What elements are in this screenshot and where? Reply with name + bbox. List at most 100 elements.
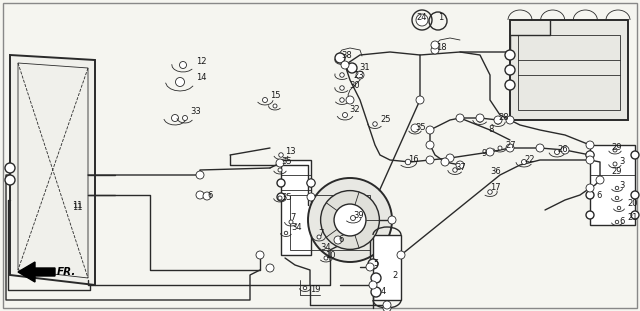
- Circle shape: [278, 196, 282, 200]
- Text: FR.: FR.: [57, 267, 76, 277]
- Text: 13: 13: [285, 146, 296, 156]
- Circle shape: [441, 158, 449, 166]
- Circle shape: [561, 146, 569, 154]
- Circle shape: [308, 178, 392, 262]
- Text: 20: 20: [627, 199, 637, 208]
- Circle shape: [586, 191, 594, 199]
- Circle shape: [5, 163, 15, 173]
- Text: 2: 2: [392, 272, 397, 281]
- Circle shape: [416, 14, 428, 26]
- Circle shape: [368, 259, 378, 269]
- Circle shape: [321, 191, 380, 249]
- Text: 34: 34: [291, 224, 301, 233]
- Circle shape: [613, 148, 617, 152]
- Circle shape: [342, 113, 348, 118]
- Text: 30: 30: [349, 81, 360, 91]
- Circle shape: [506, 116, 514, 124]
- Circle shape: [172, 114, 179, 122]
- Circle shape: [494, 116, 502, 124]
- Circle shape: [615, 196, 619, 200]
- Text: 1: 1: [438, 13, 444, 22]
- Text: 19: 19: [310, 285, 321, 295]
- Circle shape: [340, 86, 344, 90]
- Text: 34: 34: [320, 243, 331, 252]
- Circle shape: [371, 287, 381, 297]
- Circle shape: [452, 168, 457, 172]
- Circle shape: [522, 160, 527, 165]
- Text: 4: 4: [381, 287, 387, 296]
- Circle shape: [307, 179, 315, 187]
- Text: 29: 29: [611, 168, 621, 177]
- Circle shape: [615, 186, 619, 190]
- Circle shape: [383, 301, 391, 309]
- Text: 36: 36: [490, 168, 500, 177]
- Circle shape: [426, 126, 434, 134]
- Circle shape: [5, 175, 15, 185]
- Circle shape: [536, 144, 544, 152]
- Circle shape: [505, 80, 515, 90]
- Circle shape: [182, 115, 188, 120]
- Circle shape: [416, 96, 424, 104]
- Circle shape: [366, 263, 374, 271]
- Circle shape: [456, 114, 464, 122]
- Circle shape: [273, 104, 277, 108]
- Circle shape: [371, 273, 381, 283]
- Circle shape: [256, 251, 264, 259]
- Text: 23: 23: [353, 71, 364, 80]
- Circle shape: [496, 120, 500, 124]
- Circle shape: [334, 236, 342, 244]
- Circle shape: [476, 114, 484, 122]
- Text: 14: 14: [196, 73, 207, 82]
- Text: 17: 17: [490, 183, 500, 193]
- Circle shape: [586, 211, 594, 219]
- Circle shape: [346, 96, 354, 104]
- Text: 6: 6: [338, 235, 344, 244]
- Text: 35: 35: [281, 156, 292, 165]
- Text: 35: 35: [415, 123, 426, 132]
- Circle shape: [498, 146, 502, 150]
- Circle shape: [586, 141, 594, 149]
- Circle shape: [405, 159, 411, 165]
- Circle shape: [456, 161, 464, 169]
- Polygon shape: [10, 55, 95, 285]
- Text: 24: 24: [416, 13, 426, 22]
- Text: 29: 29: [611, 143, 621, 152]
- Text: 6: 6: [619, 217, 625, 226]
- Circle shape: [351, 216, 355, 220]
- Circle shape: [506, 144, 514, 152]
- Circle shape: [284, 231, 288, 235]
- Text: 35: 35: [281, 193, 292, 202]
- Bar: [510, 20, 628, 120]
- Bar: [518, 35, 620, 110]
- Circle shape: [554, 150, 559, 155]
- Text: 6: 6: [596, 192, 602, 201]
- Circle shape: [488, 190, 492, 194]
- Circle shape: [586, 151, 594, 159]
- Circle shape: [372, 122, 377, 126]
- Circle shape: [596, 176, 604, 184]
- Circle shape: [175, 77, 184, 86]
- Circle shape: [446, 154, 454, 162]
- Circle shape: [279, 153, 284, 157]
- Circle shape: [586, 151, 594, 159]
- Circle shape: [203, 192, 211, 200]
- Circle shape: [477, 118, 483, 122]
- Text: 38: 38: [341, 52, 352, 61]
- Circle shape: [426, 141, 434, 149]
- Text: 8: 8: [488, 126, 493, 134]
- Text: 22: 22: [524, 156, 534, 165]
- Circle shape: [307, 193, 315, 201]
- Circle shape: [586, 184, 594, 192]
- Text: 21: 21: [627, 213, 637, 222]
- Text: 10: 10: [325, 250, 335, 259]
- Circle shape: [615, 220, 619, 224]
- Circle shape: [317, 235, 321, 239]
- Text: 27: 27: [505, 141, 516, 150]
- Circle shape: [262, 98, 268, 103]
- Circle shape: [341, 61, 349, 69]
- Text: 11: 11: [72, 203, 83, 212]
- Circle shape: [426, 156, 434, 164]
- Circle shape: [397, 251, 405, 259]
- Circle shape: [179, 62, 186, 68]
- Circle shape: [586, 156, 594, 164]
